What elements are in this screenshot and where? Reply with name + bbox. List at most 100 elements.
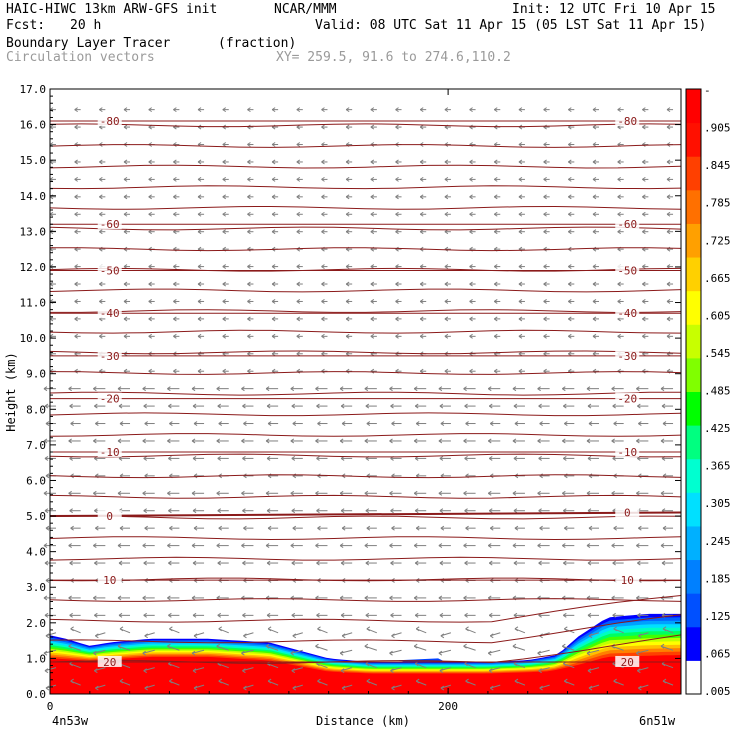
vector-arrow [247, 211, 254, 217]
vector-arrow [216, 386, 229, 392]
vector-arrow [173, 107, 180, 113]
vector-arrow [148, 159, 155, 165]
isotherm-label-bg [615, 574, 640, 586]
vector-arrow [191, 490, 205, 496]
vector-arrow [247, 299, 254, 304]
vector-arrow [290, 543, 303, 549]
vector-arrow [370, 316, 377, 322]
vector-arrow [666, 333, 674, 339]
vector-arrow [316, 508, 328, 514]
vector-arrow [415, 421, 427, 426]
vector-arrow [444, 246, 451, 252]
vector-arrow [173, 299, 180, 304]
vector-arrow [539, 525, 550, 531]
vector-arrow [414, 403, 427, 409]
init-time: Init: 12 UTC Fri 10 Apr 15 [512, 2, 716, 17]
vector-arrow [74, 211, 81, 217]
vector-arrow [148, 281, 155, 287]
vector-arrow [592, 176, 599, 182]
vector-arrow [642, 368, 649, 374]
vector-arrow [247, 194, 254, 200]
vector-arrow [265, 490, 279, 496]
vector-arrow [364, 643, 378, 651]
vector-arrow [193, 473, 205, 479]
vector-arrow [568, 229, 575, 235]
vector-arrow [513, 403, 525, 409]
vector-arrow [271, 142, 279, 147]
vector-arrow [587, 667, 600, 674]
vector-arrow [642, 142, 649, 147]
vector-arrow [438, 490, 451, 496]
vector-arrow [419, 176, 427, 182]
vector-arrow [117, 490, 131, 496]
vector-arrow [568, 281, 575, 287]
vector-arrow [419, 281, 427, 287]
vector-arrow [93, 490, 106, 496]
vector-arrow [321, 159, 328, 165]
vector-arrow [148, 368, 155, 374]
vector-arrow [45, 632, 57, 639]
vector-arrow [93, 649, 106, 656]
vector-arrow [592, 264, 599, 270]
vector-arrow [592, 281, 599, 287]
vector-arrow [168, 612, 180, 618]
vector-arrow [586, 649, 600, 656]
isotherm-label-bg [97, 264, 122, 276]
vector-arrow [241, 386, 254, 392]
vector-arrow [518, 281, 525, 287]
vector-arrow [463, 386, 476, 392]
vector-arrow [216, 643, 229, 651]
isotherm-label-bg [615, 115, 640, 127]
vector-arrow [493, 159, 501, 165]
vector-arrow [642, 194, 649, 200]
vector-arrow [123, 264, 131, 270]
isotherm-label: -30 [617, 350, 637, 363]
vector-arrow [469, 333, 476, 339]
vector-arrow [123, 176, 131, 182]
vector-arrow [564, 525, 575, 531]
isotherm-label-bg [97, 115, 122, 127]
vector-arrow [217, 560, 229, 566]
vector-arrow [340, 508, 353, 514]
vector-arrow [218, 421, 229, 426]
vector-arrow [390, 508, 402, 514]
vector-arrow [568, 176, 575, 182]
vector-arrow [415, 678, 427, 686]
vector-arrow [642, 281, 649, 287]
vector-arrow [537, 595, 550, 601]
vector-arrow [345, 107, 353, 113]
vector-arrow [543, 316, 550, 322]
vector-arrow [493, 299, 501, 304]
vector-arrow [70, 525, 81, 531]
vector-arrow [568, 333, 575, 339]
vector-arrow [99, 107, 106, 113]
vector-arrow [169, 525, 180, 531]
vector-arrow [217, 403, 229, 409]
vector-arrow [317, 421, 328, 426]
isotherm-label: 10 [103, 574, 116, 587]
vector-arrow [389, 386, 402, 392]
vector-arrow [568, 299, 575, 304]
vector-arrow [296, 264, 303, 270]
vector-arrow [316, 455, 328, 461]
vector-arrow [666, 229, 674, 235]
vector-arrow [538, 667, 550, 674]
field1-units: (fraction) [218, 36, 297, 51]
vector-arrow [193, 525, 205, 531]
vector-arrow [642, 229, 649, 235]
vector-arrow [317, 525, 328, 531]
vector-arrow [222, 368, 229, 374]
vector-arrow [271, 299, 279, 304]
colorbar-swatch [686, 122, 701, 157]
vector-arrow [242, 403, 254, 409]
vector-arrow [222, 211, 229, 217]
vector-arrow [538, 403, 550, 409]
isotherm-line [49, 391, 681, 396]
vector-arrow [148, 194, 155, 200]
vector-arrow [266, 560, 279, 566]
org-label: NCAR/MMM [274, 2, 337, 17]
vector-arrow [642, 316, 649, 322]
vector-arrow [463, 490, 476, 496]
colorbar-swatch [686, 391, 701, 426]
vector-arrow [395, 159, 402, 165]
